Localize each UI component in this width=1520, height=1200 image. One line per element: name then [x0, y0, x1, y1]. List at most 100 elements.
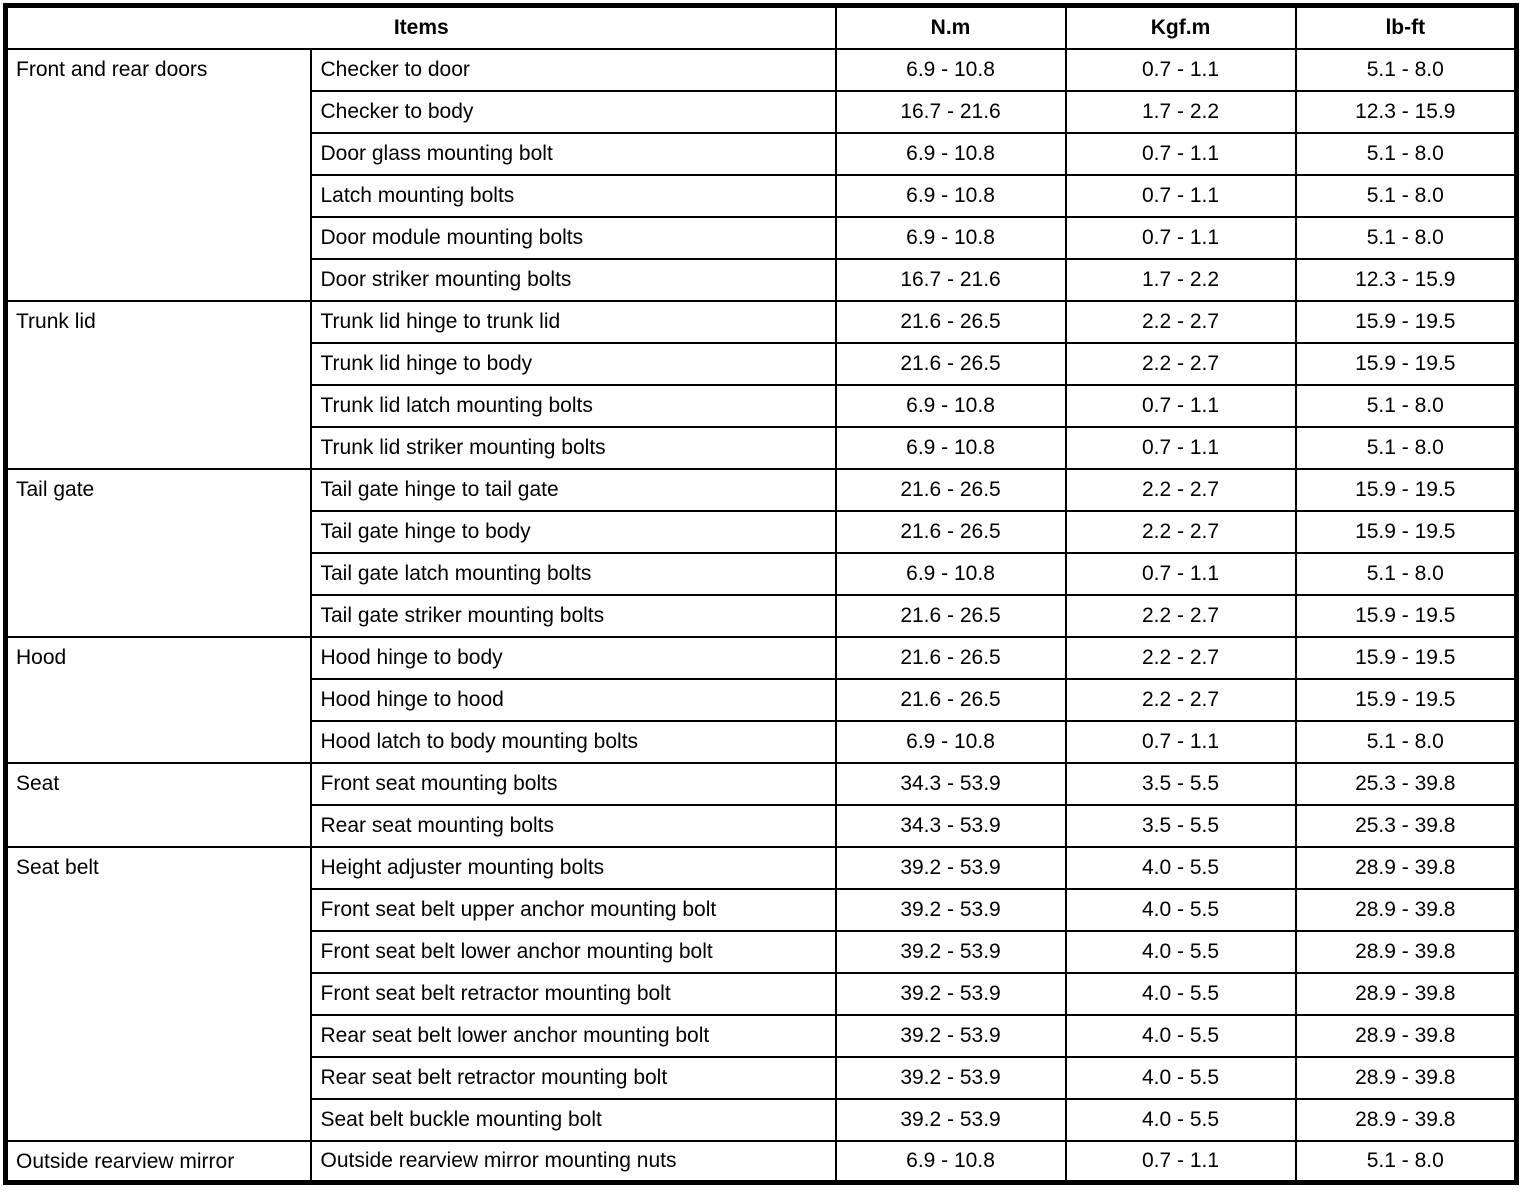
value-cell-nm: 34.3 - 53.9 — [834, 761, 1067, 806]
value-cell-nm: 39.2 - 53.9 — [834, 1097, 1067, 1142]
value-cell-kgfm: 4.0 - 5.5 — [1064, 887, 1297, 932]
value-cell-kgfm: 4.0 - 5.5 — [1064, 1055, 1297, 1100]
item-cell: Hood hinge to hood — [309, 677, 837, 722]
value-cell-lbft: 5.1 - 8.0 — [1294, 425, 1518, 470]
table-row: Seat Front seat mounting bolts 34.3 - 53.9… — [4, 761, 1518, 848]
table-row: Seat belt buckle mounting bolt 39.2 - 53.… — [6, 1097, 1518, 1142]
table-row: Front seat belt upper anchor mounting bo… — [6, 887, 1518, 932]
value-cell-kgfm: 4.0 - 5.5 — [1064, 1013, 1297, 1058]
value-cell-nm: 39.2 - 53.9 — [834, 929, 1067, 974]
item-cell: Height adjuster mounting bolts — [309, 845, 837, 890]
value-cell-kgfm: 2.2 - 2.7 — [1064, 467, 1297, 512]
table-row: Front and rear doors Checker to door 6.9 -… — [4, 47, 1518, 302]
value-cell-lbft: 15.9 - 19.5 — [1294, 635, 1518, 680]
item-cell: Checker to door — [309, 47, 837, 92]
value-cell-nm: 21.6 - 26.5 — [834, 299, 1067, 344]
value-cell-kgfm: 4.0 - 5.5 — [1064, 1097, 1297, 1142]
item-cell: Trunk lid striker mounting bolts — [309, 425, 837, 470]
value-cell-nm: 16.7 - 21.6 — [834, 257, 1067, 302]
item-cell: Checker to body — [309, 89, 837, 134]
value-cell-lbft: 15.9 - 19.5 — [1294, 341, 1518, 386]
item-cell: Seat belt buckle mounting bolt — [309, 1097, 837, 1142]
value-cell-kgfm: 0.7 - 1.1 — [1064, 131, 1297, 176]
value-cell-nm: 6.9 - 10.8 — [834, 719, 1067, 764]
value-cell-kgfm: 0.7 - 1.1 — [1064, 551, 1297, 596]
item-cell: Door striker mounting bolts — [309, 257, 837, 302]
table-row: Tail gate hinge to body 21.6 - 26.5 2.2 - … — [6, 509, 1518, 554]
value-cell-nm: 16.7 - 21.6 — [834, 89, 1067, 134]
table-row: Seat belt Height adjuster mounting bolts 3… — [4, 845, 1518, 1142]
value-cell-lbft: 25.3 - 39.8 — [1294, 803, 1518, 848]
value-cell-lbft: 28.9 - 39.8 — [1294, 887, 1518, 932]
item-cell: Door module mounting bolts — [309, 215, 837, 260]
value-cell-lbft: 28.9 - 39.8 — [1294, 845, 1518, 890]
value-cell-kgfm: 2.2 - 2.7 — [1064, 299, 1297, 344]
value-cell-nm: 21.6 - 26.5 — [834, 677, 1067, 722]
item-cell: Trunk lid hinge to body — [309, 341, 837, 386]
value-cell-kgfm: 0.7 - 1.1 — [1064, 719, 1297, 764]
value-cell-lbft: 28.9 - 39.8 — [1294, 929, 1518, 974]
value-cell-nm: 39.2 - 53.9 — [834, 971, 1067, 1016]
value-cell-lbft: 5.1 - 8.0 — [1294, 131, 1518, 176]
header-row: Items N.m Kgf.m lb-ft — [4, 4, 1518, 50]
value-cell-lbft: 28.9 - 39.8 — [1294, 1055, 1518, 1100]
value-cell-lbft: 28.9 - 39.8 — [1294, 1097, 1518, 1142]
value-cell-kgfm: 2.2 - 2.7 — [1064, 677, 1297, 722]
item-cell: Outside rearview mirror mounting nuts — [309, 1139, 837, 1184]
item-cell: Latch mounting bolts — [309, 173, 837, 218]
value-cell-nm: 21.6 - 26.5 — [834, 593, 1067, 638]
item-cell: Rear seat mounting bolts — [309, 803, 837, 848]
table-row: Door module mounting bolts 6.9 - 10.8 0.7 … — [6, 215, 1518, 260]
value-cell-kgfm: 2.2 - 2.7 — [1064, 341, 1297, 386]
table-row: Front seat belt lower anchor mounting bo… — [6, 929, 1518, 974]
value-cell-kgfm: 0.7 - 1.1 — [1064, 425, 1297, 470]
header-kgfm: Kgf.m — [1064, 4, 1297, 50]
table-row: Hood latch to body mounting bolts 6.9 - 1… — [6, 719, 1518, 764]
value-cell-kgfm: 3.5 - 5.5 — [1064, 761, 1297, 806]
header-nm: N.m — [834, 4, 1067, 50]
value-cell-lbft: 15.9 - 19.5 — [1294, 593, 1518, 638]
item-cell: Rear seat belt lower anchor mounting bol… — [309, 1013, 837, 1058]
table-row: Trunk lid latch mounting bolts 6.9 - 10.8… — [6, 383, 1518, 428]
table-body: Front and rear doors Checker to door 6.9 -… — [4, 47, 1518, 1184]
value-cell-nm: 6.9 - 10.8 — [834, 551, 1067, 596]
value-cell-nm: 39.2 - 53.9 — [834, 887, 1067, 932]
table-row: Front seat belt retractor mounting bolt 3… — [6, 971, 1518, 1016]
header-items: Items — [4, 4, 837, 50]
value-cell-kgfm: 0.7 - 1.1 — [1064, 215, 1297, 260]
value-cell-nm: 6.9 - 10.8 — [834, 383, 1067, 428]
value-cell-nm: 21.6 - 26.5 — [834, 467, 1067, 512]
value-cell-kgfm: 4.0 - 5.5 — [1064, 929, 1297, 974]
table-row: Trunk lid Trunk lid hinge to trunk lid 21.… — [4, 299, 1518, 470]
table-row: Tail gate striker mounting bolts 21.6 - 2… — [6, 593, 1518, 638]
value-cell-lbft: 5.1 - 8.0 — [1294, 47, 1518, 92]
value-cell-nm: 21.6 - 26.5 — [834, 509, 1067, 554]
value-cell-kgfm: 0.7 - 1.1 — [1064, 383, 1297, 428]
value-cell-lbft: 12.3 - 15.9 — [1294, 89, 1518, 134]
value-cell-lbft: 15.9 - 19.5 — [1294, 677, 1518, 722]
value-cell-nm: 39.2 - 53.9 — [834, 845, 1067, 890]
torque-spec-table: Items N.m Kgf.m lb-ft Front and rear doo… — [3, 3, 1520, 1185]
value-cell-lbft: 5.1 - 8.0 — [1294, 173, 1518, 218]
value-cell-kgfm: 4.0 - 5.5 — [1064, 845, 1297, 890]
value-cell-nm: 39.2 - 53.9 — [834, 1013, 1067, 1058]
item-cell: Trunk lid latch mounting bolts — [309, 383, 837, 428]
value-cell-lbft: 15.9 - 19.5 — [1294, 467, 1518, 512]
table-row: Tail gate latch mounting bolts 6.9 - 10.8… — [6, 551, 1518, 596]
item-cell: Front seat mounting bolts — [309, 761, 837, 806]
category-cell: Outside rearview mirror — [4, 1139, 312, 1184]
table-row: Rear seat belt retractor mounting bolt 39… — [6, 1055, 1518, 1100]
item-cell: Tail gate latch mounting bolts — [309, 551, 837, 596]
item-cell: Front seat belt upper anchor mounting bo… — [309, 887, 837, 932]
value-cell-lbft: 5.1 - 8.0 — [1294, 1139, 1518, 1184]
item-cell: Trunk lid hinge to trunk lid — [309, 299, 837, 344]
table-row: Door glass mounting bolt 6.9 - 10.8 0.7 - … — [6, 131, 1518, 176]
value-cell-kgfm: 3.5 - 5.5 — [1064, 803, 1297, 848]
category-cell: Seat belt — [4, 845, 312, 1142]
value-cell-nm: 39.2 - 53.9 — [834, 1055, 1067, 1100]
item-cell: Tail gate striker mounting bolts — [309, 593, 837, 638]
value-cell-lbft: 12.3 - 15.9 — [1294, 257, 1518, 302]
table-row: Hood Hood hinge to body 21.6 - 26.5 2.2 - 2… — [4, 635, 1518, 764]
value-cell-lbft: 5.1 - 8.0 — [1294, 215, 1518, 260]
item-cell: Front seat belt lower anchor mounting bo… — [309, 929, 837, 974]
